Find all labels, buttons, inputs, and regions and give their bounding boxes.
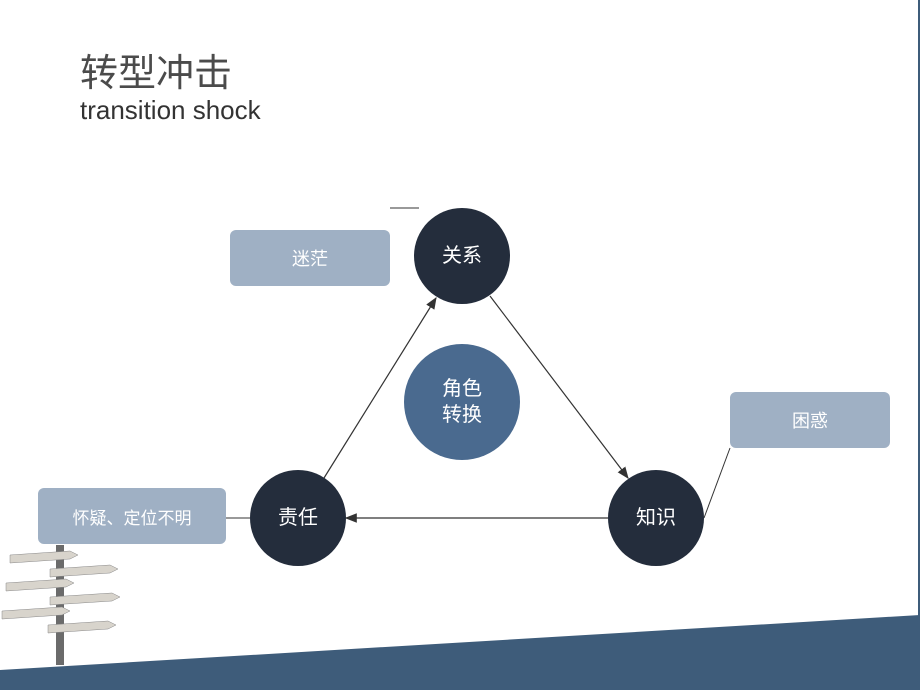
node-label-knowledge: 知识 [636, 505, 676, 531]
node-label-relation: 关系 [442, 243, 482, 269]
label-text-confused: 迷茫 [292, 245, 328, 271]
label-box-confused: 迷茫 [230, 230, 390, 286]
title-english: transition shock [80, 95, 261, 126]
node-label-responsibility: 责任 [278, 505, 318, 531]
node-responsibility: 责任 [250, 470, 346, 566]
center-circle-role-transition: 角色 转换 [404, 344, 520, 460]
label-box-puzzled: 困惑 [730, 392, 890, 448]
connector-1 [704, 448, 730, 518]
center-circle-label: 角色 转换 [442, 376, 482, 428]
title-chinese: 转型冲击 [80, 42, 232, 97]
node-knowledge: 知识 [608, 470, 704, 566]
node-relation: 关系 [414, 208, 510, 304]
label-text-puzzled: 困惑 [792, 407, 828, 433]
bottom-wave [0, 610, 920, 690]
signpost-icon [0, 525, 120, 665]
